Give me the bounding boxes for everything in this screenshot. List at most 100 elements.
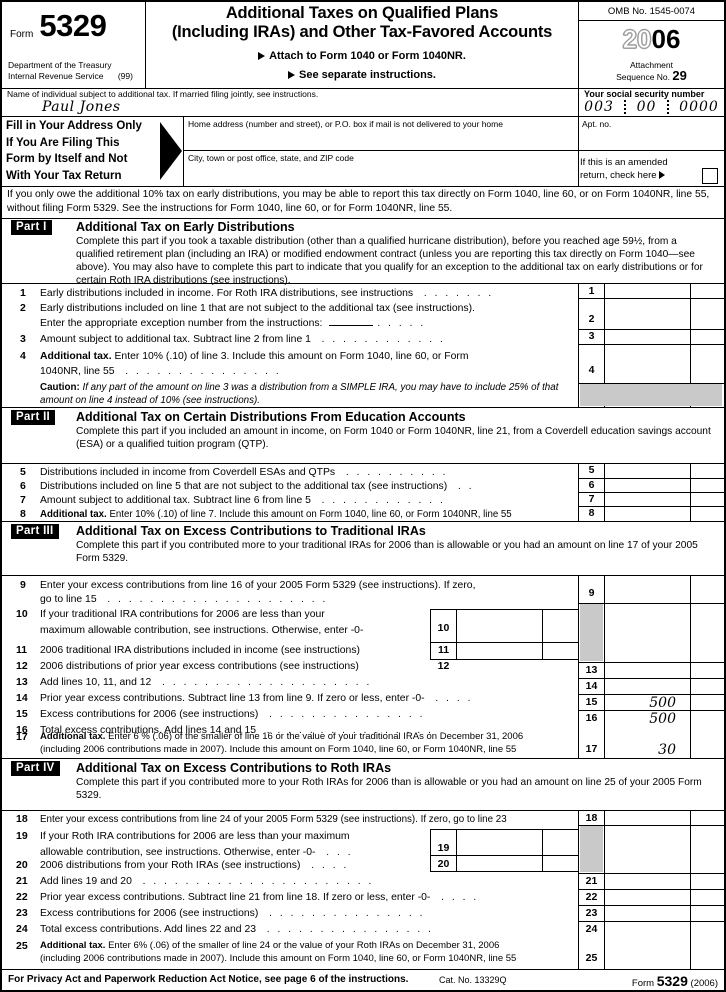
line-24-text: Total excess contributions. Add lines 22… [40, 924, 434, 935]
line-17-number: 17 [16, 731, 28, 743]
part-1-title: Additional Tax on Early Distributions [76, 220, 295, 234]
line-25-text-b: (including 2006 contributions made in 20… [40, 953, 517, 964]
form-header: Form 5329 Department of the Treasury Inte… [2, 2, 724, 88]
line-7-text: Amount subject to additional tax. Subtra… [40, 495, 446, 506]
line-1-number: 1 [20, 287, 26, 299]
leader-dots: . . [447, 481, 475, 492]
line-9-text-b: go to line 15 . . . . . . . . . . . . . … [40, 594, 328, 605]
line-13-number: 13 [16, 676, 28, 688]
line-2-text-b: Enter the appropriate exception number f… [40, 318, 426, 329]
name-input[interactable]: Paul Jones [42, 99, 121, 115]
shaded-cell [580, 384, 722, 406]
line-22-box-number: 22 [585, 891, 598, 903]
line-17-amount[interactable]: 30 [658, 742, 676, 758]
department-code: (99) [117, 70, 133, 81]
line-10-text-b: maximum allowable contribution, see inst… [40, 625, 364, 636]
leader-dots: . . . . . . . . . . . . . . . . . . . . [151, 677, 372, 688]
part-1-header: Part I Additional Tax on Early Distribut… [2, 218, 724, 286]
line-21-box-number: 21 [585, 875, 598, 887]
city-state-zip-input[interactable] [188, 166, 568, 182]
arrow-right-icon [258, 52, 266, 61]
line-16-amount[interactable]: 500 [649, 711, 676, 727]
part-3-description: Complete this part if you contributed mo… [76, 540, 698, 564]
leader-dots: . . . . . . . [413, 288, 494, 299]
line-11-text: 2006 traditional IRA distributions inclu… [40, 645, 360, 656]
tax-year-suffix: 06 [651, 24, 681, 54]
line-3-number: 3 [20, 333, 26, 345]
part-2-title: Additional Tax on Certain Distributions … [76, 410, 466, 424]
shaded-cell [580, 826, 603, 872]
line-19-text-b: allowable contribution, see instructions… [40, 847, 354, 858]
identity-band: Name of individual subject to additional… [2, 88, 724, 116]
ssn-separator [666, 100, 669, 114]
apt-no-label: Apt. no. [582, 119, 612, 129]
leader-dots: . . . . . . . . . . . . . . . . [256, 924, 434, 935]
attachment-label-1: Attachment [630, 60, 673, 70]
line-16-box-number: 16 [585, 712, 598, 724]
title-line-2: (Including IRAs) and Other Tax-Favored A… [171, 23, 553, 41]
line-10-number: 10 [16, 608, 28, 620]
arrow-right-large-icon [160, 122, 182, 180]
line-21-text: Add lines 19 and 20 . . . . . . . . . . … [40, 876, 374, 887]
form-number-block: Form 5329 [10, 8, 107, 44]
leader-dots: . . . . . . . . . . . . . . . . [256, 725, 434, 736]
amended-return-checkbox[interactable] [702, 168, 718, 184]
apt-no-input[interactable] [582, 132, 712, 148]
ssn-separator [624, 100, 627, 114]
line-2-exception-input[interactable] [329, 325, 374, 326]
line-12-text: 2006 distributions of prior year excess … [40, 661, 359, 672]
line-9-text-a: Enter your excess contributions from lin… [40, 580, 476, 591]
line-16-number: 16 [16, 724, 28, 736]
part-2-label: Part II [11, 410, 56, 425]
line-4-caution: Caution: If any part of the amount on li… [40, 382, 559, 406]
line-12-box-number: 12 [437, 660, 450, 672]
arrow-right-icon [659, 171, 666, 180]
line-24-number: 24 [16, 923, 28, 935]
ssn-part-2: 00 [636, 99, 657, 115]
line-17-box-number: 17 [585, 743, 598, 755]
leader-dots: . . . . . . . . . . . . [310, 334, 446, 345]
part-4-header: Part IV Additional Tax on Excess Contrib… [2, 759, 724, 811]
department-line1: Department of the Treasury [8, 60, 112, 70]
line-25-text-a: Additional tax. Enter 6% (.06) of the sm… [40, 940, 500, 951]
ssn-input[interactable]: 003 00 0000 [579, 99, 724, 115]
part-4-title: Additional Tax on Excess Contributions t… [76, 761, 392, 775]
line-6-number: 6 [20, 480, 26, 492]
title-line-1: Additional Taxes on Qualified Plans [225, 4, 499, 22]
line-16-text: Total excess contributions. Add lines 14… [40, 725, 434, 736]
line-7-box-number: 7 [588, 493, 595, 505]
line-20-number: 20 [16, 859, 28, 871]
line-20-text: 2006 distributions from your Roth IRAs (… [40, 860, 349, 871]
instructions-note: See separate instructions. [147, 68, 577, 83]
home-address-input[interactable] [188, 132, 568, 148]
line-21-number: 21 [16, 875, 28, 887]
line-19-number: 19 [16, 830, 28, 842]
line-5-text: Distributions included in income from Co… [40, 467, 449, 478]
department-block: Department of the Treasury Internal Reve… [8, 60, 133, 81]
line-13-text: Add lines 10, 11, and 12 . . . . . . . .… [40, 677, 372, 688]
city-state-zip-label: City, town or post office, state, and ZI… [188, 153, 354, 163]
part-4-label: Part IV [11, 761, 60, 776]
line-5-number: 5 [20, 466, 26, 478]
line-15-text: Excess contributions for 2006 (see instr… [40, 709, 426, 720]
part-2-description: Complete this part if you included an am… [76, 426, 711, 450]
line-9-number: 9 [20, 579, 26, 591]
line-23-box-number: 23 [585, 907, 598, 919]
line-13-box-number: 13 [585, 664, 598, 676]
line-4-number: 4 [20, 350, 26, 362]
part-1-description: Complete this part if you took a taxable… [76, 236, 703, 286]
arrow-right-icon [288, 71, 296, 80]
leader-dots: . . . . . . . . . . . . . . . [258, 709, 426, 720]
attachment-sequence: Attachment Sequence No. 29 [579, 60, 724, 82]
line-10-text-a: If your traditional IRA contributions fo… [40, 609, 325, 620]
leader-dots: . . . . [430, 892, 479, 903]
line-11-box-number: 11 [437, 644, 450, 656]
privacy-notice: For Privacy Act and Paperwork Reduction … [8, 974, 409, 985]
line-4-text-a: Additional tax. Enter 10% (.10) of line … [40, 351, 469, 362]
leader-dots: . . . . . . . . . . . . . . . . . . . . … [96, 594, 328, 605]
part-3-header: Part III Additional Tax on Excess Contri… [2, 522, 724, 575]
line-15-amount[interactable]: 500 [649, 695, 676, 711]
line-19-box-number: 19 [437, 842, 450, 854]
form-footer: For Privacy Act and Paperwork Reduction … [2, 970, 724, 990]
